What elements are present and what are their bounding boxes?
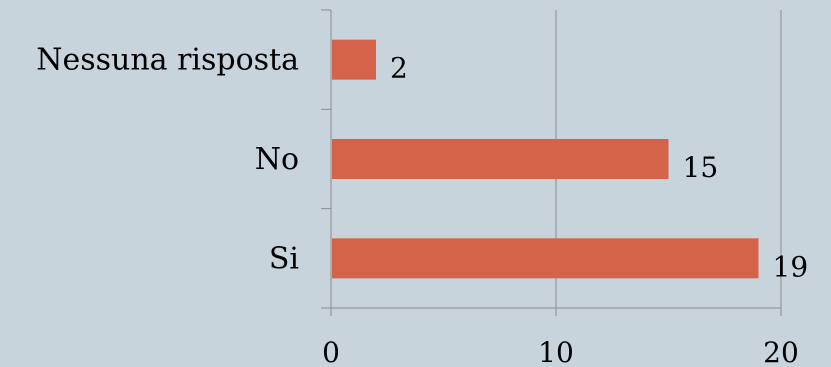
x-tick-label-20: 20 [763,336,799,367]
value-label-no: 15 [683,151,719,184]
bar-no [332,139,669,179]
x-tick-label-10: 10 [538,336,574,367]
bar-nessuna-risposta [332,39,376,80]
category-label-si: Si [269,241,299,276]
value-label-si: 19 [773,250,809,283]
category-label-no: No [255,142,299,177]
label-layer: 0 10 20 Nessuna risposta 2 No 15 Si 19 [36,43,808,367]
category-label-nessuna-risposta: Nessuna risposta [36,43,299,78]
axis-layer [321,9,782,316]
x-tick-label-0: 0 [322,336,340,367]
bar-layer [332,39,759,279]
bar-si [332,238,759,279]
value-label-nessuna-risposta: 2 [390,52,408,85]
